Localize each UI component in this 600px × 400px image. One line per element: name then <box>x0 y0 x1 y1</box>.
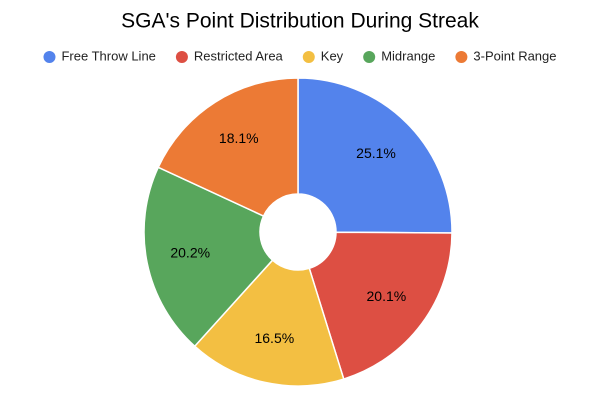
legend-marker <box>43 51 56 63</box>
slice-label: 25.1% <box>356 145 396 161</box>
slice-label: 20.1% <box>367 288 407 304</box>
legend: Free Throw Line Restricted Area Key Midrang… <box>43 48 557 63</box>
chart-title: SGA's Point Distribution During Streak <box>121 10 479 33</box>
slice <box>297 77 453 234</box>
legend-marker <box>455 51 468 63</box>
legend-label: Free Throw Line <box>61 48 155 63</box>
plot: 25.1% 20.1% 16.5% 20.2% 18.1% <box>143 77 453 387</box>
slice <box>193 259 345 387</box>
slice-label: 20.2% <box>170 245 210 261</box>
legend-label: Midrange <box>381 48 435 63</box>
slice-label: 16.5% <box>254 330 294 346</box>
legend-label: Restricted Area <box>194 48 284 63</box>
slice <box>308 231 453 380</box>
legend-label: Key <box>321 48 344 63</box>
slice <box>143 166 274 348</box>
slice-label: 18.1% <box>219 130 259 146</box>
legend-marker <box>363 51 376 63</box>
legend-label: 3-Point Range <box>473 48 556 63</box>
slice <box>157 77 299 218</box>
legend-marker <box>302 51 315 63</box>
legend-marker <box>175 51 188 63</box>
